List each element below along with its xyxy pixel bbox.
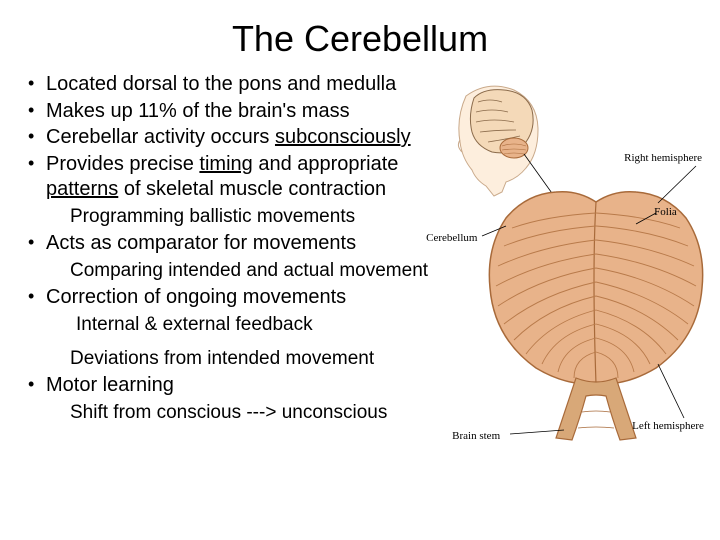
page-title: The Cerebellum — [0, 0, 720, 72]
annotation-brain-stem: Brain stem — [452, 430, 500, 442]
sub-text: Internal & external feedback — [46, 313, 442, 337]
anatomy-figure — [446, 68, 711, 463]
content-row: Located dorsal to the pons and medulla M… — [0, 72, 720, 427]
bullet-text: of skeletal muscle contraction — [118, 178, 386, 200]
bullet-list: Located dorsal to the pons and medulla M… — [24, 72, 442, 425]
bullet-item: Motor learning Shift from conscious --->… — [24, 373, 442, 425]
cerebellum-diagram-icon — [489, 192, 702, 440]
image-column: Right hemisphere Folia Cerebellum Brain … — [446, 72, 710, 427]
head-inset-icon — [459, 86, 555, 196]
bullet-text: Located dorsal to the pons and medulla — [46, 73, 396, 95]
bullet-text: and appropriate — [253, 153, 399, 175]
annotation-right-hemisphere: Right hemisphere — [624, 152, 702, 164]
bullet-text: Cerebellar activity occurs — [46, 126, 275, 148]
bullet-item: Provides precise timing and appropriate … — [24, 152, 442, 230]
underlined-text: patterns — [46, 178, 118, 200]
underlined-text: subconsciously — [275, 126, 411, 148]
sub-text: Shift from conscious ---> unconscious — [46, 401, 442, 425]
text-column: Located dorsal to the pons and medulla M… — [24, 72, 442, 427]
annotation-cerebellum: Cerebellum — [426, 232, 477, 244]
sub-text: Comparing intended and actual movement — [46, 259, 442, 283]
sub-text: Deviations from intended movement — [46, 347, 442, 371]
bullet-item: Located dorsal to the pons and medulla — [24, 72, 442, 98]
bullet-text: Provides precise — [46, 153, 199, 175]
bullet-item: Cerebellar activity occurs subconsciousl… — [24, 125, 442, 151]
bullet-item: Correction of ongoing movements Internal… — [24, 285, 442, 371]
bullet-text: Acts as comparator for movements — [46, 232, 356, 254]
bullet-text: Motor learning — [46, 374, 174, 396]
bullet-text: Makes up 11% of the brain's mass — [46, 100, 350, 122]
bullet-item: Makes up 11% of the brain's mass — [24, 99, 442, 125]
bullet-item: Acts as comparator for movements Compari… — [24, 231, 442, 283]
underlined-text: timing — [199, 153, 252, 175]
annotation-left-hemisphere: Left hemisphere — [632, 420, 704, 432]
bullet-text: Correction of ongoing movements — [46, 286, 346, 308]
annotation-folia: Folia — [654, 206, 677, 218]
sub-text: Programming ballistic movements — [46, 205, 442, 229]
